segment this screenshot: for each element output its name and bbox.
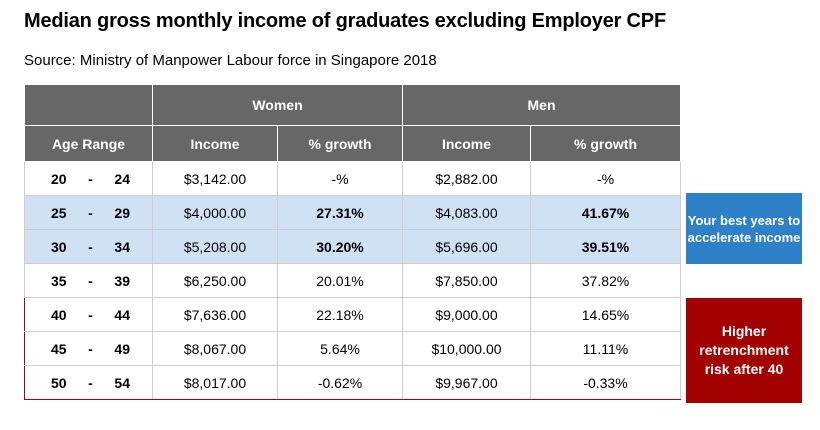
age-range-cell: 20 - 24 [24,161,153,196]
age-to: 44 [114,306,130,323]
age-dash: - [88,238,93,255]
men-growth-cell: -0.33% [530,365,681,400]
age-range-cell: 25 - 29 [24,195,153,230]
women-growth-cell: 22.18% [277,297,403,332]
age-dash: - [88,306,93,323]
age-to: 34 [114,238,130,255]
age-from: 25 [51,204,67,221]
age-to: 24 [114,170,130,187]
age-to: 54 [114,374,130,391]
age-dash: - [88,340,93,357]
age-to: 29 [114,204,130,221]
women-growth-cell: 20.01% [277,263,403,298]
women-growth-cell: 27.31% [277,195,403,230]
header-men: Men [402,84,681,126]
header-row-columns: Age Range Income % growth Income % growt… [24,125,681,162]
men-growth-cell: 39.51% [530,229,681,264]
women-growth-cell: 5.64% [277,331,403,366]
age-range-cell: 50 - 54 [24,365,153,400]
women-growth-cell: 30.20% [277,229,403,264]
age-from: 50 [51,374,67,391]
women-income-cell: $7,636.00 [152,297,278,332]
page-title: Median gross monthly income of graduates… [24,10,666,32]
women-growth-cell: -% [277,161,403,196]
age-dash: - [88,272,93,289]
age-dash: - [88,374,93,391]
header-age-range: Age Range [24,125,153,162]
age-range-cell: 30 - 34 [24,229,153,264]
men-income-cell: $9,967.00 [402,365,531,400]
women-income-cell: $5,208.00 [152,229,278,264]
men-income-cell: $9,000.00 [402,297,531,332]
age-from: 45 [51,340,67,357]
source-note: Source: Ministry of Manpower Labour forc… [24,52,437,69]
men-income-cell: $2,882.00 [402,161,531,196]
header-women-growth: % growth [277,125,403,162]
callout-retrenchment-risk: Higher retrenchment risk after 40 [686,298,802,403]
women-income-cell: $4,000.00 [152,195,278,230]
men-growth-cell: 14.65% [530,297,681,332]
table-row: 35 - 39 $6,250.00 20.01% $7,850.00 37.82% [24,263,681,298]
women-growth-cell: -0.62% [277,365,403,400]
men-growth-cell: 41.67% [530,195,681,230]
table-row: 20 - 24 $3,142.00 -% $2,882.00 -% [24,161,681,196]
table-row: 45 - 49 $8,067.00 5.64% $10,000.00 11.11% [24,331,681,366]
age-from: 35 [51,272,67,289]
age-to: 49 [114,340,130,357]
men-growth-cell: 37.82% [530,263,681,298]
table-row: 40 - 44 $7,636.00 22.18% $9,000.00 14.65% [24,297,681,332]
men-income-cell: $4,083.00 [402,195,531,230]
age-from: 20 [51,170,67,187]
header-women: Women [152,84,403,126]
men-income-cell: $10,000.00 [402,331,531,366]
header-blank [24,84,153,126]
table-row: 30 - 34 $5,208.00 30.20% $5,696.00 39.51% [24,229,681,264]
income-table: Women Men Age Range Income % growth Inco… [24,84,681,400]
header-men-income: Income [402,125,531,162]
women-income-cell: $8,017.00 [152,365,278,400]
men-income-cell: $5,696.00 [402,229,531,264]
age-range-cell: 35 - 39 [24,263,153,298]
table-row: 25 - 29 $4,000.00 27.31% $4,083.00 41.67% [24,195,681,230]
men-income-cell: $7,850.00 [402,263,531,298]
men-growth-cell: 11.11% [530,331,681,366]
callout-best-years: Your best years to accelerate income [686,193,802,264]
age-from: 40 [51,306,67,323]
table-row: 50 - 54 $8,017.00 -0.62% $9,967.00 -0.33% [24,365,681,400]
header-women-income: Income [152,125,278,162]
header-men-growth: % growth [530,125,681,162]
women-income-cell: $3,142.00 [152,161,278,196]
women-income-cell: $6,250.00 [152,263,278,298]
age-range-cell: 45 - 49 [24,331,153,366]
age-range-cell: 40 - 44 [24,297,153,332]
age-from: 30 [51,238,67,255]
women-income-cell: $8,067.00 [152,331,278,366]
age-dash: - [88,170,93,187]
age-dash: - [88,204,93,221]
age-to: 39 [114,272,130,289]
header-row-groups: Women Men [24,84,681,126]
men-growth-cell: -% [530,161,681,196]
